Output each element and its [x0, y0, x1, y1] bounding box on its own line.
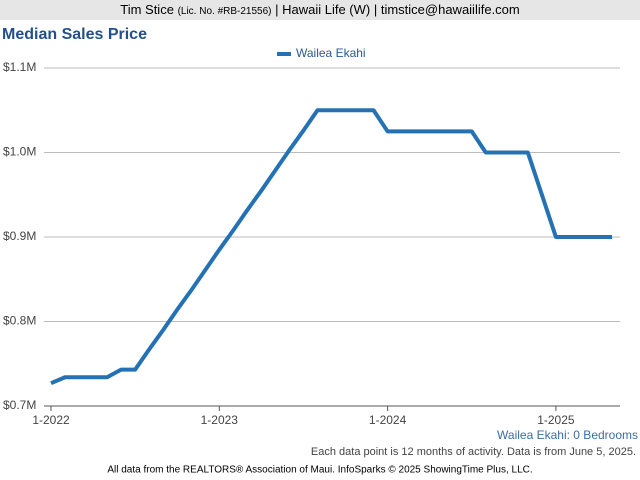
header-text: Tim Stice (Lic. No. #RB-21556) | Hawaii …: [120, 2, 520, 17]
agent-name: Tim Stice: [120, 2, 174, 17]
y-tick-label: $1.0M: [3, 145, 36, 159]
chart-title: Median Sales Price: [2, 26, 147, 43]
line-series: [50, 108, 612, 386]
x-tick-label: 1-2023: [201, 413, 239, 427]
y-tick-label: $1.1M: [3, 60, 36, 74]
note: Each data point is 12 months of activity…: [311, 446, 636, 458]
legend-label: Wailea Ekahi: [296, 46, 366, 60]
y-tick-label: $0.9M: [3, 229, 36, 243]
x-tick-label: 1-2022: [32, 413, 70, 427]
footer: All data from the REALTORS® Association …: [107, 465, 532, 476]
subtitle: Wailea Ekahi: 0 Bedrooms: [497, 428, 638, 442]
y-tick-label: $0.8M: [3, 314, 36, 328]
y-tick-label: $0.7M: [3, 398, 36, 412]
header-rest: | Hawaii Life (W) | timstice@hawaiilife.…: [275, 2, 520, 17]
license: (Lic. No. #RB-21556): [178, 6, 272, 17]
x-tick-label: 1-2024: [369, 413, 407, 427]
x-tick-label: 1-2025: [537, 413, 575, 427]
header-bar: [0, 0, 640, 20]
